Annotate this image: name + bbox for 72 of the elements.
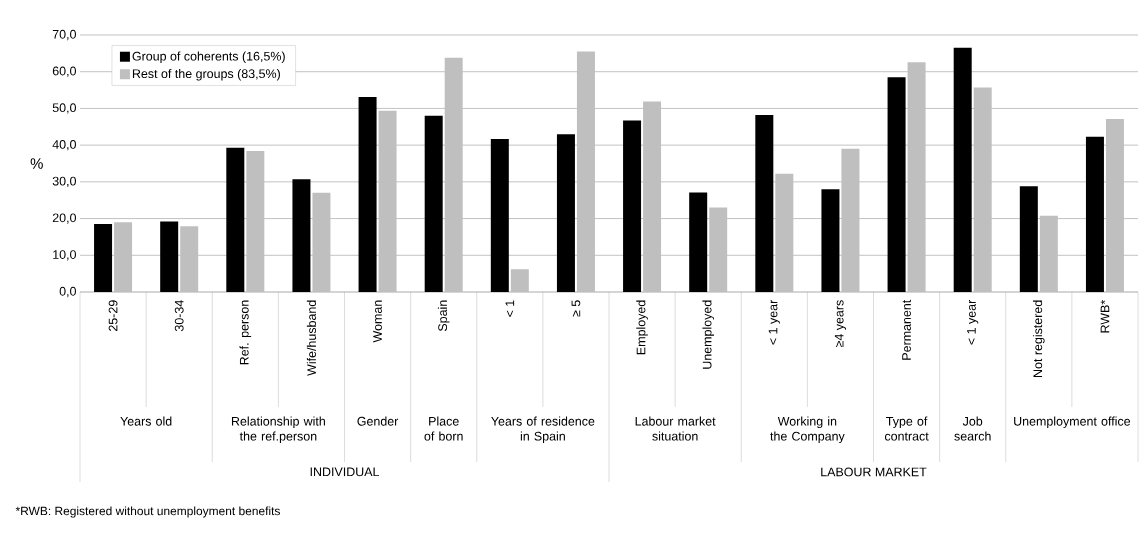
x-tick-label: < 1 year: [768, 299, 780, 345]
x-tick-label: 30-34: [174, 300, 184, 332]
bar: [973, 87, 992, 292]
bar: [490, 138, 509, 292]
text: Working in the Company: [770, 416, 845, 444]
bar: [689, 192, 708, 292]
text: Relationship with the ref.person: [231, 416, 325, 444]
bar: [907, 62, 926, 292]
x-tick-label: RWB*: [1100, 299, 1110, 333]
bar: [775, 173, 794, 292]
text: Gender: [357, 416, 399, 426]
x-tick-label: Not registered: [1033, 300, 1045, 377]
bar: [94, 224, 113, 292]
y-tick-label: 0,0: [59, 286, 76, 298]
y-tick-label: 10,0: [53, 250, 76, 261]
x-tick-label: ≥ 5: [571, 300, 581, 317]
y-tick-label: 20,0: [52, 213, 76, 224]
x-tick-label: 25-29: [108, 300, 118, 331]
bar: [755, 115, 774, 292]
x-tick-label: Employed: [636, 300, 648, 355]
x-tick-label: Unemployed: [702, 300, 714, 369]
x-tick-label: Permanent: [902, 299, 911, 360]
bar: [292, 179, 311, 292]
bar: [1105, 119, 1124, 292]
bar: [556, 134, 575, 292]
text: Place of born: [424, 416, 463, 441]
x-tick-label: Spain: [437, 300, 450, 332]
bar: [643, 101, 662, 292]
bar: [953, 47, 972, 292]
text: Labour market situation: [635, 416, 716, 441]
bar: [1085, 136, 1104, 292]
y-tick-label: 70,0: [52, 29, 76, 41]
bar: [576, 51, 595, 292]
bar: [226, 147, 245, 292]
text: INDIVIDUAL: [310, 467, 380, 477]
text: LABOUR MARKET: [821, 467, 927, 477]
bar: [160, 221, 179, 292]
bar: [378, 110, 397, 292]
bar: [180, 226, 199, 292]
text: *RWB: Registered without unemployment benefits: [15, 506, 280, 518]
bar: [623, 120, 642, 292]
y-tick-label: 50,0: [52, 103, 76, 114]
text: Years of residence in Spain: [491, 416, 595, 444]
bar: [114, 222, 133, 292]
text: Unemployment office: [1014, 416, 1131, 429]
bar: [246, 151, 265, 292]
x-tick-label: < 1 year: [967, 299, 979, 345]
bar: [510, 269, 529, 292]
bar: [821, 189, 840, 292]
y-tick-label: 40,0: [52, 140, 76, 151]
bar: [1039, 215, 1058, 292]
bar: [841, 148, 860, 292]
bar: [709, 207, 728, 292]
x-tick-label: Ref. person: [239, 300, 252, 365]
x-tick-label: Wife/husband: [306, 300, 317, 376]
bar: [424, 115, 443, 292]
text: Years old: [120, 416, 172, 426]
bar: [887, 77, 906, 292]
bar: [1019, 186, 1038, 292]
x-tick-label: < 1: [505, 300, 515, 317]
y-axis-title: %: [30, 158, 43, 169]
bar: [312, 192, 331, 292]
x-tick-label: ≥4 years: [834, 300, 847, 348]
y-tick-label: 30,0: [52, 176, 76, 187]
bar: [358, 97, 377, 292]
text: Type of contract: [884, 416, 929, 441]
y-tick-label: 60,0: [52, 66, 76, 77]
bar: [444, 57, 463, 292]
x-tick-label: Woman: [373, 300, 382, 343]
legend-label: Group of coherents (16,5%): [132, 51, 285, 64]
legend-label: Rest of the groups (83,5%): [132, 68, 280, 81]
text: Job search: [954, 416, 991, 441]
